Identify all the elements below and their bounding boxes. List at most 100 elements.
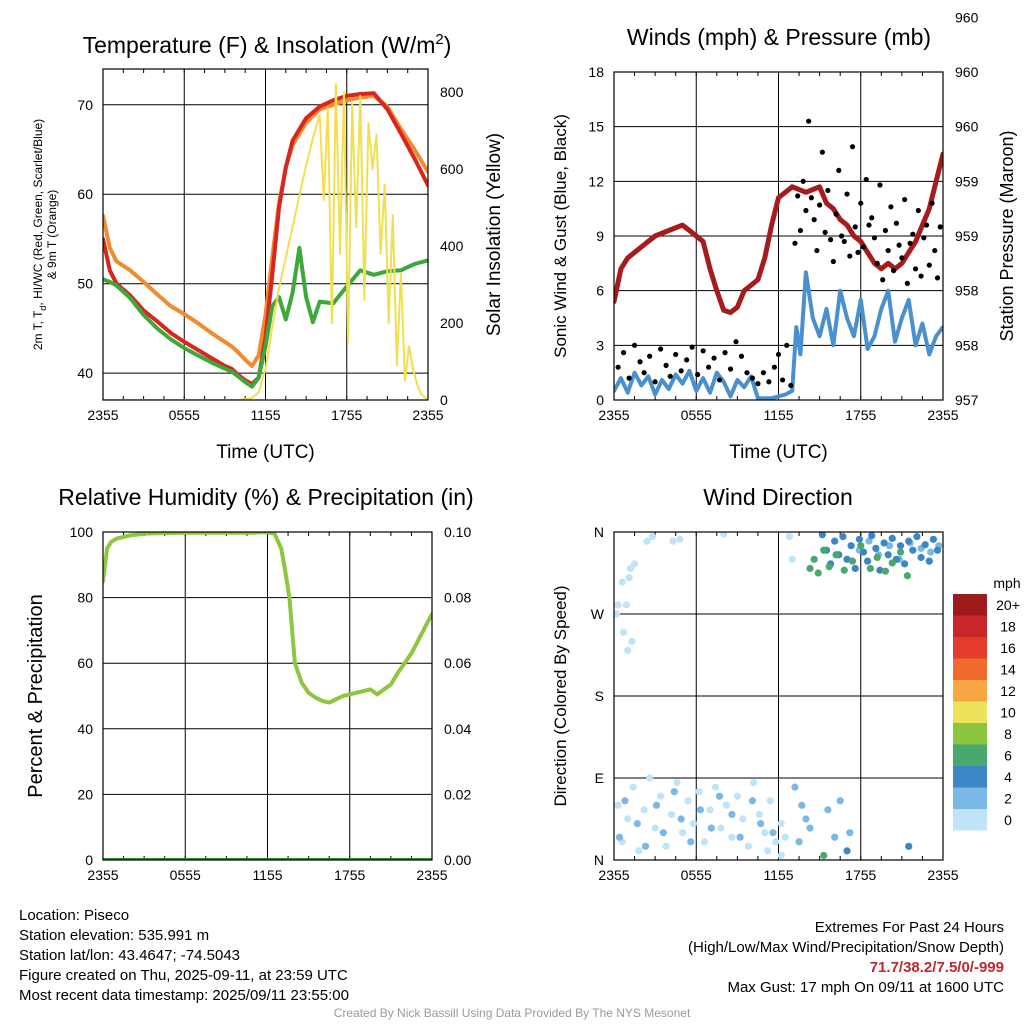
data-point: [872, 544, 880, 553]
data-point: [814, 247, 820, 254]
data-point: [855, 535, 863, 543]
data-point: [923, 222, 930, 228]
plot-frame: [102, 531, 433, 861]
data-point: [907, 240, 913, 246]
x-tick-label: 1755: [845, 867, 876, 883]
data-point: [888, 559, 896, 567]
speed-legend: mph 20+ 18 16 14 12 10 8 6 4 2 0: [953, 575, 1021, 831]
data-point: [622, 601, 630, 609]
y-tick-label: 100: [70, 524, 94, 540]
data-point: [736, 833, 744, 841]
data-point: [803, 207, 809, 214]
x-tick-label: 1755: [334, 867, 365, 883]
series-line: [103, 83, 428, 400]
x-tick-label: 2355: [416, 867, 447, 883]
extremes-subtitle: (High/Low/Max Wind/Precipitation/Snow De…: [688, 939, 1004, 956]
legend-label: 8: [1004, 726, 1012, 742]
data-point: [749, 375, 756, 381]
y-tick-label: 40: [77, 365, 93, 381]
x-tick-label: 1755: [331, 407, 362, 423]
data-point: [909, 546, 917, 554]
data-point: [761, 829, 769, 837]
x-tick-label: 2355: [412, 407, 443, 423]
data-point: [833, 211, 839, 217]
data-point: [784, 342, 790, 348]
y-label-part: , HI/WC (Red, Green, Scarlet/Blue): [31, 119, 45, 306]
y2-tick-label: 958: [955, 283, 979, 299]
data-point: [926, 262, 932, 268]
y2-tick-label: 400: [440, 238, 464, 254]
data-point: [722, 801, 731, 809]
data-point: [792, 240, 798, 246]
x-tick-label: 1155: [763, 407, 793, 423]
credit-text: Created By Nick Bassill Using Data Provi…: [333, 1006, 691, 1020]
grid: [102, 531, 433, 861]
data-point: [652, 801, 661, 809]
data-point: [831, 537, 839, 545]
data-point: [866, 222, 872, 228]
data-point: [849, 144, 856, 150]
y-tick-label: 0: [596, 392, 604, 408]
data-point: [615, 364, 621, 370]
data-point: [621, 797, 629, 805]
data-point: [624, 646, 632, 655]
legend-swatch: [953, 809, 987, 831]
data-point: [846, 829, 854, 837]
y-axis-label: Percent & Precipitation: [25, 594, 47, 797]
data-point: [839, 532, 847, 541]
data-point: [614, 610, 621, 618]
y-tick-label: N: [594, 852, 604, 868]
data-point: [937, 224, 943, 230]
y-tick-label: 15: [588, 119, 604, 135]
data-point: [705, 364, 712, 370]
chart-title: Winds (mph) & Pressure (mb): [627, 24, 931, 50]
data-point: [748, 797, 757, 805]
data-point: [933, 546, 942, 554]
plot-area: [614, 532, 943, 860]
x-tick-label: 0555: [170, 867, 201, 883]
legend-label: 14: [1000, 662, 1016, 678]
legend-swatch: [953, 744, 987, 766]
data-point: [869, 215, 875, 221]
extremes-title: Extremes For Past 24 Hours: [814, 919, 1004, 936]
y-tick-label: S: [595, 688, 604, 704]
data-point: [684, 357, 690, 363]
data-point: [733, 339, 739, 345]
data-point: [847, 253, 853, 259]
data-point: [618, 578, 626, 586]
legend-label: 4: [1004, 769, 1012, 785]
legend-swatch: [953, 766, 987, 788]
data-point: [780, 377, 786, 383]
data-point: [755, 381, 761, 387]
data-point: [769, 829, 777, 837]
data-point: [836, 167, 842, 173]
plot-frame: [613, 71, 944, 401]
legend-label: 12: [1000, 683, 1016, 699]
data-point: [631, 342, 638, 348]
data-point: [687, 838, 695, 846]
data-point: [822, 229, 828, 235]
data-point: [651, 824, 659, 832]
x-tick-label: 1155: [252, 867, 282, 883]
data-point: [817, 202, 823, 208]
data-point: [891, 268, 897, 274]
data-point: [667, 373, 673, 379]
data-point: [727, 366, 734, 372]
data-point: [888, 204, 894, 210]
data-point: [904, 280, 910, 286]
data-point: [744, 370, 750, 376]
y-tick-label: 80: [77, 590, 93, 606]
data-point: [913, 532, 921, 541]
data-point: [716, 377, 723, 383]
data-point: [885, 247, 891, 254]
data-point: [673, 778, 681, 787]
legend-label: 20+: [996, 597, 1020, 613]
data-point: [624, 815, 632, 823]
location-text: Location: Piseco: [19, 907, 130, 924]
data-point: [658, 346, 664, 352]
data-point: [840, 566, 848, 574]
legend-swatch: [953, 787, 987, 809]
data-point: [700, 348, 706, 354]
data-point: [915, 207, 921, 214]
x-tick-label: 2355: [598, 867, 629, 883]
